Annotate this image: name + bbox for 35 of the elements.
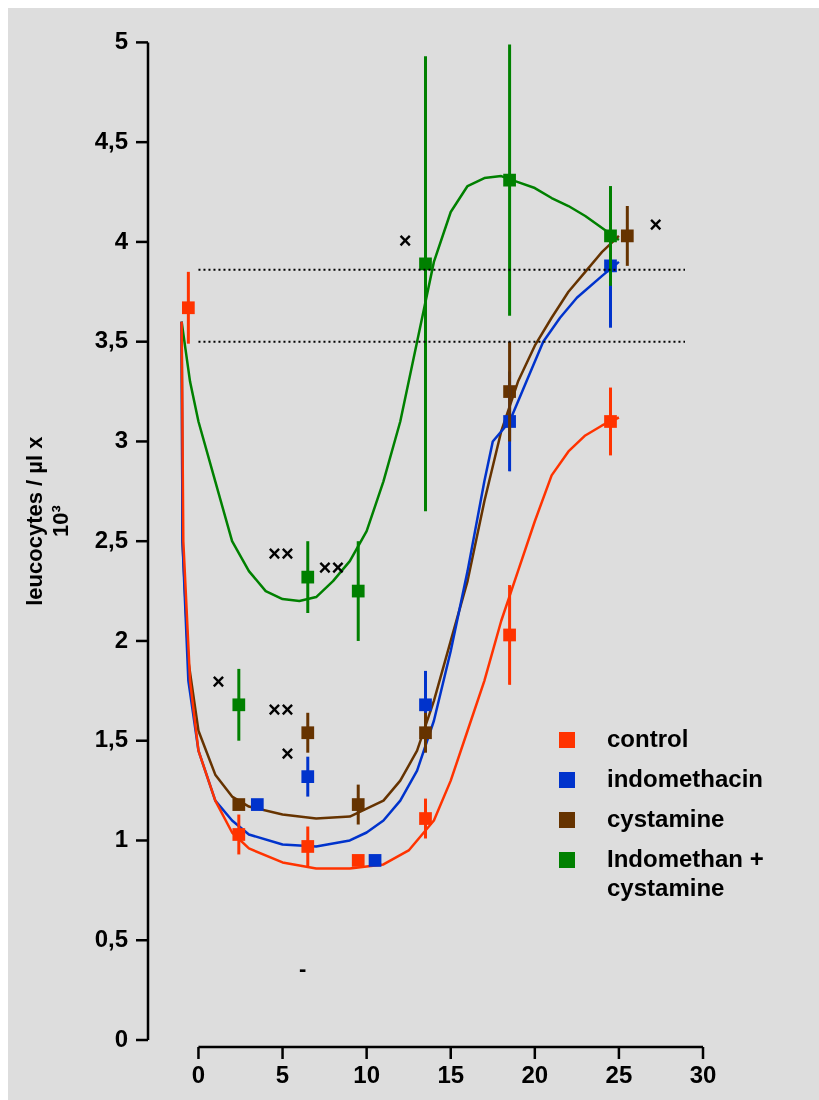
legend-label: control [607,724,689,752]
annotation: × [398,227,412,253]
annotation: - [298,956,307,982]
y-tick-label: 5 [114,27,128,55]
y-tick-label: 3 [114,426,128,454]
y-tick-label: 3,5 [94,326,128,354]
legend-label: indomethacin [607,764,764,792]
y-tick-label: 1,5 [94,725,128,753]
x-tick-label: 30 [689,1061,717,1089]
x-tick-label: 10 [353,1061,380,1089]
point [368,854,382,867]
y-axis-title: leucocytes / µl x 10³ [22,435,74,606]
annotation: ×× [268,541,294,567]
legend-label: cystamine [607,804,725,832]
annotation: × [280,740,294,766]
annotation: ×× [318,555,345,581]
y-tick-label: 0 [114,1024,128,1052]
y-tick-label: 1 [114,825,128,853]
y-tick-label: 0,5 [94,924,128,952]
x-tick-label: 15 [437,1061,465,1089]
legend-label: Indomethan + cystamine [607,844,764,901]
annotation: × [211,668,225,694]
x-tick-label: 5 [275,1061,290,1089]
annotation: × [649,212,663,237]
y-tick-label: 4,5 [94,126,128,154]
point [351,854,365,867]
y-tick-label: 2,5 [94,525,128,553]
point [232,798,246,811]
x-tick-label: 0 [191,1061,206,1089]
point [250,798,264,811]
x-tick-label: 20 [521,1061,549,1089]
x-tick-label: 25 [605,1061,633,1089]
y-tick-label: 4 [114,226,129,254]
y-tick-label: 2 [114,625,128,653]
annotation: ×× [268,696,294,722]
